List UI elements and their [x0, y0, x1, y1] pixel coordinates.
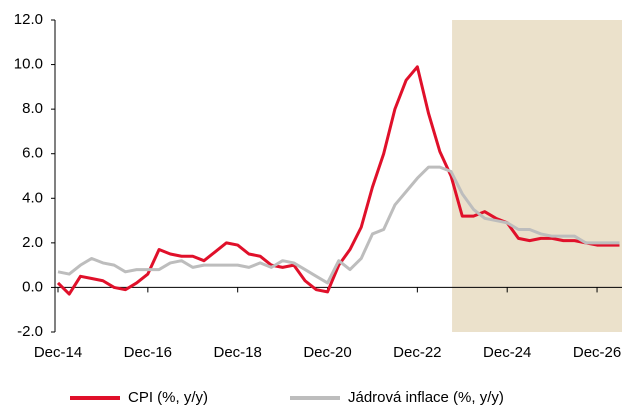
- y-tick-label: -2.0: [17, 323, 43, 340]
- x-tick-label: Dec-14: [34, 344, 82, 361]
- x-tick-label: Dec-20: [303, 344, 351, 361]
- x-tick-label: Dec-16: [124, 344, 172, 361]
- legend-label: CPI (%, y/y): [128, 389, 208, 406]
- x-tick-label: Dec-18: [214, 344, 262, 361]
- y-tick-label: 0.0: [22, 278, 43, 295]
- series-line: [56, 65, 620, 296]
- legend-label: Jádrová inflace (%, y/y): [348, 389, 504, 406]
- x-tick-label: Dec-24: [483, 344, 531, 361]
- series-line: [57, 165, 620, 285]
- y-tick-label: 12.0: [14, 11, 43, 28]
- x-tick-label: Dec-26: [573, 344, 621, 361]
- y-tick-label: 2.0: [22, 234, 43, 251]
- y-tick-label: 8.0: [22, 100, 43, 117]
- y-tick-label: 4.0: [22, 189, 43, 206]
- x-tick-label: Dec-22: [393, 344, 441, 361]
- forecast-shade: [452, 20, 622, 332]
- y-tick-label: 6.0: [22, 145, 43, 162]
- y-tick-label: 10.0: [14, 56, 43, 73]
